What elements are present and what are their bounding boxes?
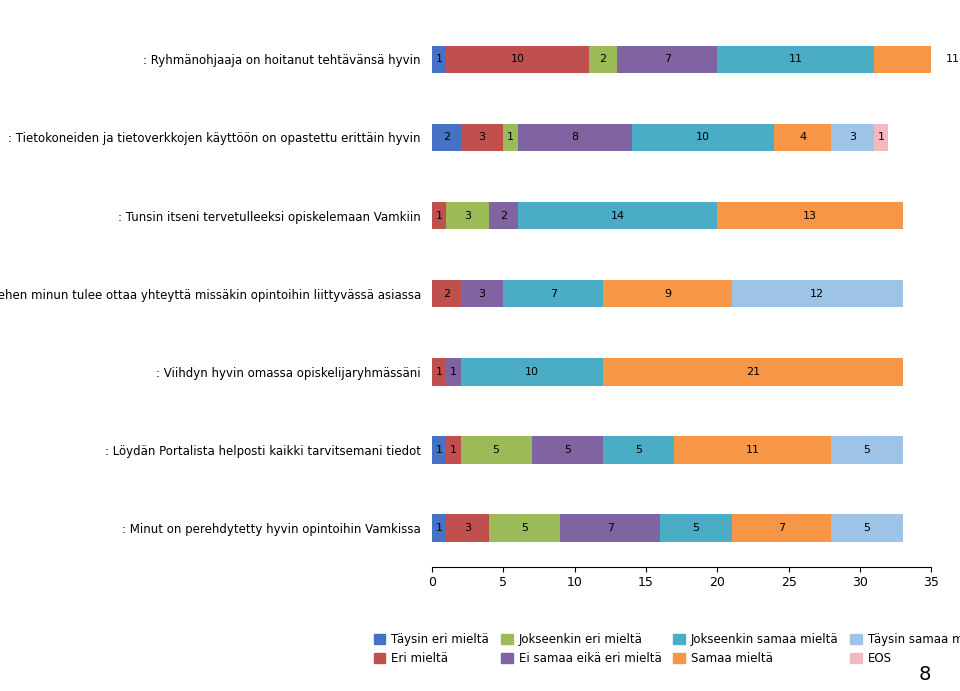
Text: 3: 3: [464, 211, 471, 220]
Bar: [446, 358, 461, 386]
Bar: [517, 202, 717, 229]
Text: 13: 13: [803, 211, 817, 220]
Text: 5: 5: [636, 445, 642, 455]
Text: 7: 7: [607, 523, 613, 533]
Bar: [461, 124, 503, 151]
Text: 3: 3: [850, 133, 856, 142]
Text: 21: 21: [746, 367, 760, 377]
Bar: [675, 436, 831, 464]
Bar: [432, 280, 461, 307]
Text: 2: 2: [443, 133, 450, 142]
Text: 1: 1: [436, 367, 443, 377]
Text: 8: 8: [919, 665, 931, 684]
Text: 7: 7: [663, 54, 671, 64]
Bar: [717, 202, 902, 229]
Bar: [461, 280, 503, 307]
Bar: [603, 358, 902, 386]
Text: 3: 3: [464, 523, 471, 533]
Bar: [489, 202, 517, 229]
Bar: [617, 46, 717, 73]
Bar: [875, 46, 960, 73]
Bar: [432, 358, 446, 386]
Text: 2: 2: [600, 54, 607, 64]
Text: 1: 1: [507, 133, 514, 142]
Text: 5: 5: [863, 523, 871, 533]
Bar: [831, 515, 902, 542]
Bar: [461, 436, 532, 464]
Text: 11: 11: [746, 445, 760, 455]
Bar: [732, 280, 902, 307]
Text: 1: 1: [450, 445, 457, 455]
Text: 3: 3: [478, 133, 486, 142]
Text: 7: 7: [550, 289, 557, 299]
Bar: [831, 124, 875, 151]
Bar: [432, 515, 446, 542]
Text: 12: 12: [810, 289, 824, 299]
Bar: [432, 46, 446, 73]
Text: 9: 9: [663, 289, 671, 299]
Text: 1: 1: [450, 367, 457, 377]
Bar: [831, 436, 902, 464]
Text: 10: 10: [696, 133, 710, 142]
Text: 7: 7: [778, 523, 785, 533]
Text: 1: 1: [436, 445, 443, 455]
Bar: [561, 515, 660, 542]
Legend: Täysin eri mieltä, Eri mieltä, Jokseenkin eri mieltä, Ei samaa eikä eri mieltä, : Täysin eri mieltä, Eri mieltä, Jokseenki…: [369, 629, 960, 670]
Text: 1: 1: [436, 54, 443, 64]
Bar: [532, 436, 603, 464]
Text: 11: 11: [946, 54, 960, 64]
Bar: [875, 124, 888, 151]
Text: 5: 5: [863, 445, 871, 455]
Bar: [432, 202, 446, 229]
Bar: [446, 436, 461, 464]
Text: 2: 2: [443, 289, 450, 299]
Text: 1: 1: [877, 133, 885, 142]
Text: 10: 10: [511, 54, 524, 64]
Text: 1: 1: [436, 523, 443, 533]
Text: 4: 4: [800, 133, 806, 142]
Text: 14: 14: [611, 211, 624, 220]
Bar: [446, 515, 489, 542]
Bar: [588, 46, 617, 73]
Bar: [446, 202, 489, 229]
Bar: [432, 124, 461, 151]
Text: 2: 2: [500, 211, 507, 220]
Bar: [717, 46, 875, 73]
Bar: [660, 515, 732, 542]
Text: 5: 5: [564, 445, 571, 455]
Bar: [603, 280, 732, 307]
Bar: [503, 280, 603, 307]
Bar: [632, 124, 775, 151]
Text: 5: 5: [492, 445, 500, 455]
Text: 3: 3: [478, 289, 486, 299]
Text: 5: 5: [692, 523, 700, 533]
Bar: [732, 515, 831, 542]
Bar: [503, 124, 517, 151]
Bar: [432, 436, 446, 464]
Bar: [461, 358, 603, 386]
Text: 8: 8: [571, 133, 578, 142]
Bar: [517, 124, 632, 151]
Text: 11: 11: [789, 54, 803, 64]
Text: 10: 10: [525, 367, 539, 377]
Text: 1: 1: [436, 211, 443, 220]
Text: 5: 5: [521, 523, 528, 533]
Bar: [603, 436, 675, 464]
Bar: [775, 124, 831, 151]
Bar: [489, 515, 561, 542]
Bar: [446, 46, 588, 73]
